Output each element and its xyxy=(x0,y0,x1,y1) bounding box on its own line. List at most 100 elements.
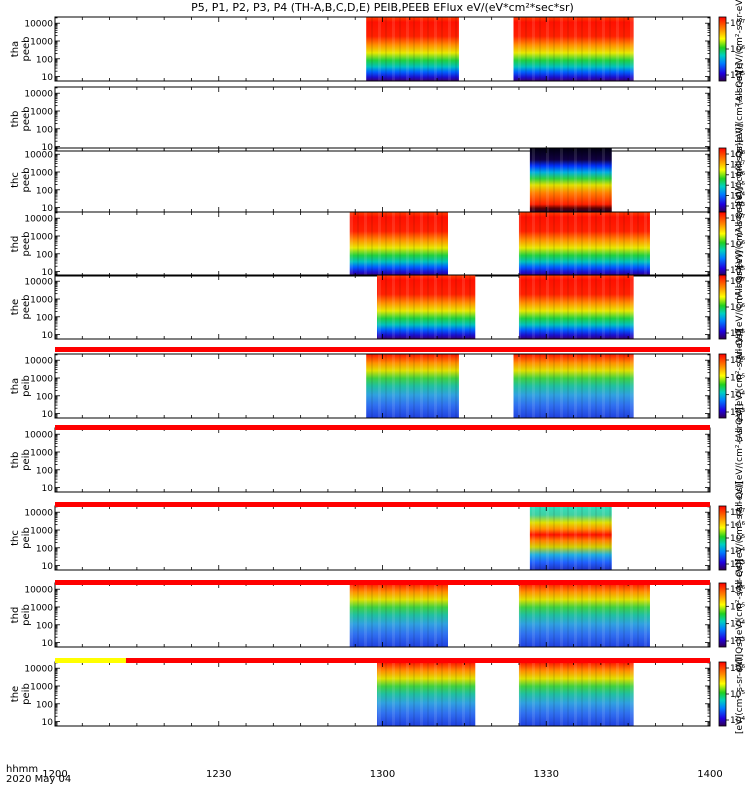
colorbar-label: (All Qs)[eV/(cm²-s-sr-eV)] xyxy=(735,188,745,301)
y-tick-label: 10 xyxy=(42,143,54,153)
colorbar-tick-label: 10⁷ xyxy=(730,214,745,224)
colorbar-tick-label: 10⁷ xyxy=(730,277,745,287)
colorbar-tick-label: 10⁵ xyxy=(730,373,745,383)
colorbar-tick-label: 10³ xyxy=(730,408,745,418)
colorbar-tick-label: 10⁵ xyxy=(730,602,745,612)
panel-thb-peib: 10 100 1000 10000 thbpeib (All Qs)[eV/(cm²-s-… xyxy=(10,404,745,517)
panel-label-probe: thd xyxy=(10,236,21,253)
spectrogram-texture xyxy=(518,662,634,726)
y-tick-label: 1000 xyxy=(30,169,53,179)
colorbar-label: (All Qs)[eV/(cm²-s-sr-eV)] xyxy=(735,251,745,364)
panel-label-product: peib xyxy=(21,683,32,705)
x-axis-date-label: 2020 May 04 xyxy=(6,774,72,785)
colorbar-tick-label: 10⁶ xyxy=(730,303,745,313)
spectrogram-texture xyxy=(518,212,650,276)
panel-thc-peib: 10 100 1000 10000 thcpeib 10³ 10⁴ 10⁵ 10⁶ 10⁷(All… xyxy=(10,482,745,595)
y-tick-label: 1000 xyxy=(30,375,53,385)
colorbar xyxy=(719,662,726,726)
colorbar-tick-label: 10⁴ xyxy=(730,620,745,630)
panel-tha-peeb: 10 100 1000 10000 thapeeb 10⁵ 10⁶ 10⁷(All Qs)[e… xyxy=(10,0,745,105)
y-tick-label: 10 xyxy=(42,204,54,214)
colorbar-tick-label: 10⁵ xyxy=(730,181,745,191)
panel-label: thepeib xyxy=(10,683,32,705)
y-tick-label: 10 xyxy=(42,718,54,728)
colorbar-label: (All Qs)[eV/(cm²-s-sr-eV)] xyxy=(735,63,745,176)
colorbar-label: (All Qs)[eV/(cm²-s-sr-eV)] xyxy=(735,0,745,105)
y-tick-label: 100 xyxy=(36,544,53,554)
colorbar-label: (All Qs)[eV/(cm²-s-sr-eV)] xyxy=(735,404,745,517)
panel-label-probe: thc xyxy=(10,530,21,546)
y-tick-label: 1000 xyxy=(30,604,53,614)
colorbar-tick-label: 10⁶ xyxy=(730,356,745,366)
colorbar-label: (All Qs)[eV/(cm²-s-sr-eV)] xyxy=(735,124,745,237)
panel-label: thcpeeb xyxy=(10,168,32,193)
spectrogram-texture xyxy=(518,583,650,647)
colorbar-tick-label: 10⁵ xyxy=(730,690,745,700)
colorbar-tick-label: 10⁶ xyxy=(730,240,745,250)
y-tick-label: 100 xyxy=(36,125,53,135)
colorbar-tick-label: 10⁷ xyxy=(730,508,745,518)
x-tick-label: 1400 xyxy=(697,769,722,780)
y-tick-label: 10000 xyxy=(24,586,53,596)
panel-the-peib: 10 100 1000 10000 thepeib 10⁴ 10⁵ 10⁶[eV/(cm²-s… xyxy=(10,654,745,734)
colorbar-tick-label: 10⁵ xyxy=(730,71,745,81)
colorbar-tick-label: 10³ xyxy=(730,560,745,570)
panel-label-product: peeb xyxy=(21,295,32,320)
colorbar-tick-label: 10⁸ xyxy=(730,150,745,160)
y-tick-label: 100 xyxy=(36,250,53,260)
panel-label: thdpeeb xyxy=(10,232,32,257)
colorbar-tick-label: 10⁵ xyxy=(730,329,745,339)
y-tick-label: 10000 xyxy=(24,90,53,100)
spectrogram-texture xyxy=(366,17,459,81)
y-tick-label: 10 xyxy=(42,562,54,572)
x-tick-label: 1300 xyxy=(370,769,395,780)
spectrogram-texture xyxy=(349,212,448,276)
panel-thc-peeb: 10100100010000thcpeeb10³10⁴10⁵10⁶10⁷10⁸(… xyxy=(10,124,745,237)
colorbar-frame xyxy=(718,582,727,648)
panel-label-product: peib xyxy=(21,449,32,471)
colorbar-tick-label: 10⁷ xyxy=(730,19,745,29)
y-tick-label: 1000 xyxy=(30,108,53,118)
y-tick-label: 100 xyxy=(36,55,53,65)
panel-label-product: peeb xyxy=(21,232,32,257)
mode-bar-segment xyxy=(55,658,126,663)
mode-bar-segment xyxy=(55,580,710,585)
y-tick-label: 1000 xyxy=(30,683,53,693)
colorbar-tick-label: 10⁶ xyxy=(730,585,745,595)
y-tick-label: 10 xyxy=(42,73,54,83)
x-tick-label: 1230 xyxy=(206,769,231,780)
spectrogram-texture xyxy=(377,662,476,726)
colorbar-label: (All Qs)[eV/(cm²-s-sr-eV)] xyxy=(735,482,745,595)
spectrogram-texture xyxy=(513,17,634,81)
panel-thd-peib: 10 100 1000 10000 thdpeib 10³ 10⁴ 10⁵ 10⁶(All Qs… xyxy=(10,559,745,672)
y-tick-label: 10000 xyxy=(24,215,53,225)
y-tick-label: 1000 xyxy=(30,527,53,537)
mode-bar-segment xyxy=(55,502,710,507)
y-tick-label: 10 xyxy=(42,410,54,420)
y-tick-label: 100 xyxy=(36,700,53,710)
spectrogram-texture xyxy=(377,275,476,339)
y-tick-label: 10000 xyxy=(24,357,53,367)
y-tick-label: 100 xyxy=(36,621,53,631)
y-tick-label: 1000 xyxy=(30,296,53,306)
x-axis-unit-label: hhmm xyxy=(6,764,39,775)
panel-label-probe: thd xyxy=(10,607,21,624)
colorbar-tick-label: 10⁶ xyxy=(730,521,745,531)
colorbar xyxy=(719,212,726,276)
panel-label: thapeeb xyxy=(10,37,32,62)
colorbar-tick-label: 10⁴ xyxy=(730,192,745,202)
y-tick-label: 10000 xyxy=(24,278,53,288)
panel-label-probe: the xyxy=(10,299,21,315)
colorbar xyxy=(719,17,726,81)
y-tick-label: 10000 xyxy=(24,151,53,161)
panel-label: thbpeib xyxy=(10,449,32,471)
colorbar-frame xyxy=(718,353,727,419)
colorbar xyxy=(719,275,726,339)
colorbar xyxy=(719,148,726,212)
panel-label-product: peeb xyxy=(21,168,32,193)
panel-label: thbpeeb xyxy=(10,107,32,132)
panel-label-product: peeb xyxy=(21,107,32,132)
colorbar xyxy=(719,583,726,647)
colorbar xyxy=(719,506,726,570)
panel-frame xyxy=(54,427,711,493)
